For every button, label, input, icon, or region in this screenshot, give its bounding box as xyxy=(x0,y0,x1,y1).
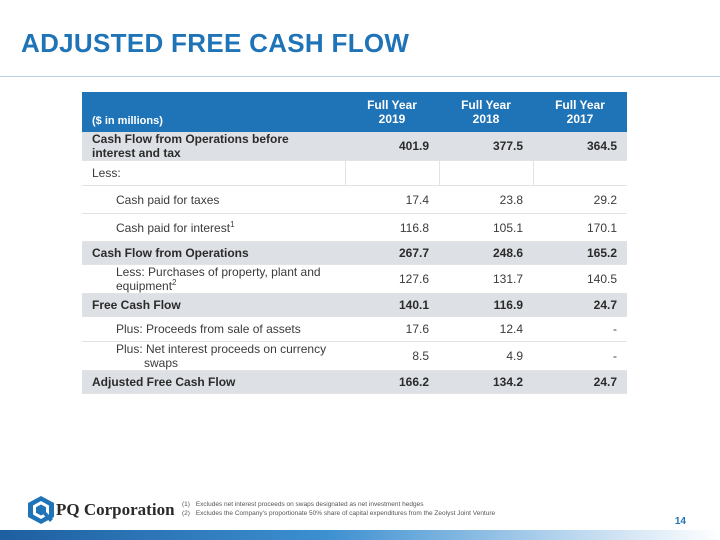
row-label: Less: xyxy=(82,160,345,186)
footnote-number: (2) xyxy=(182,510,190,517)
title-divider xyxy=(0,76,720,77)
row-value xyxy=(344,160,439,186)
row-value: 165.2 xyxy=(533,241,627,265)
row-value: 248.6 xyxy=(439,241,533,265)
row-value: 23.8 xyxy=(439,185,533,214)
column-header-line1: Full Year xyxy=(461,98,511,112)
table-row: Less: Purchases of property, plant and e… xyxy=(82,264,627,294)
column-header-2018: Full Year 2018 xyxy=(439,92,533,132)
table-row: Cash paid for interest1 116.8 105.1 170.… xyxy=(82,213,627,242)
row-value: - xyxy=(533,341,627,371)
column-header-2019: Full Year 2019 xyxy=(345,92,439,132)
column-header-year: 2019 xyxy=(378,112,406,126)
row-value: 105.1 xyxy=(439,213,533,242)
column-header-line1: Full Year xyxy=(555,98,605,112)
row-value: - xyxy=(533,316,627,342)
row-value: 364.5 xyxy=(533,132,627,161)
row-label: Cash paid for interest1 xyxy=(82,213,345,242)
row-value: 377.5 xyxy=(439,132,533,161)
table-row: Cash Flow from Operations before interes… xyxy=(82,132,627,161)
row-value: 8.5 xyxy=(345,341,439,371)
footnotes: (1) Excludes net interest proceeds on sw… xyxy=(182,500,495,518)
row-label-line1: Plus: Net interest proceeds on currency xyxy=(116,342,327,356)
cash-flow-table: ($ in millions) Full Year 2019 Full Year 2… xyxy=(82,92,627,394)
column-header-line1: Full Year xyxy=(367,98,417,112)
footnote-marker: 1 xyxy=(230,219,235,229)
table-row: Adjusted Free Cash Flow 166.2 134.2 24.7 xyxy=(82,370,627,394)
row-label: Cash Flow from Operations xyxy=(82,241,345,265)
row-value: 116.9 xyxy=(439,293,533,317)
units-label: ($ in millions) xyxy=(82,92,345,132)
footnote-text: Excludes net interest proceeds on swaps … xyxy=(195,501,424,508)
column-header-year: 2018 xyxy=(472,112,500,126)
row-value: 140.1 xyxy=(345,293,439,317)
row-value: 166.2 xyxy=(345,370,439,394)
row-value: 24.7 xyxy=(533,370,627,394)
row-label-line2: swaps xyxy=(144,356,179,370)
footnote-text: Excludes the Company's proportionate 50%… xyxy=(195,510,496,517)
row-value: 4.9 xyxy=(439,341,533,371)
row-label: Cash Flow from Operations before interes… xyxy=(82,132,345,161)
row-value: 134.2 xyxy=(439,370,533,394)
row-value: 17.6 xyxy=(345,316,439,342)
column-header-year: 2017 xyxy=(566,112,594,126)
row-value: 24.7 xyxy=(533,293,627,317)
row-value xyxy=(532,160,627,186)
row-label: Cash paid for taxes xyxy=(82,185,345,214)
table-header-row: ($ in millions) Full Year 2019 Full Year 2… xyxy=(82,92,627,132)
row-label: Free Cash Flow xyxy=(82,293,345,317)
table-row: Less: xyxy=(82,160,627,186)
row-label: Plus: Net interest proceeds on currency s… xyxy=(82,341,345,371)
row-value xyxy=(438,160,533,186)
footnote: (1) Excludes net interest proceeds on sw… xyxy=(182,500,495,509)
table-row: Plus: Net interest proceeds on currency s… xyxy=(82,341,627,371)
footnote: (2) Excludes the Company's proportionate… xyxy=(182,509,495,518)
row-label-text: Cash paid for interest xyxy=(116,220,231,235)
row-value: 401.9 xyxy=(345,132,439,161)
table-row: Cash Flow from Operations 267.7 248.6 16… xyxy=(82,241,627,265)
row-value: 170.1 xyxy=(533,213,627,242)
row-label: Adjusted Free Cash Flow xyxy=(82,370,345,394)
column-header-2017: Full Year 2017 xyxy=(533,92,627,132)
table-row: Plus: Proceeds from sale of assets 17.6 … xyxy=(82,316,627,342)
company-logo-text: PQ Corporation xyxy=(56,500,175,519)
row-label: Plus: Proceeds from sale of assets xyxy=(82,316,345,342)
row-value: 29.2 xyxy=(533,185,627,214)
row-value: 267.7 xyxy=(345,241,439,265)
row-value: 12.4 xyxy=(439,316,533,342)
page-number: 14 xyxy=(674,516,686,527)
footnote-marker: 2 xyxy=(172,278,177,287)
footnote-number: (1) xyxy=(182,501,190,508)
row-label: Less: Purchases of property, plant and e… xyxy=(82,264,345,294)
bottom-accent-band xyxy=(0,530,720,540)
row-value: 140.5 xyxy=(533,264,627,294)
row-value: 131.7 xyxy=(439,264,533,294)
table-row: Free Cash Flow 140.1 116.9 24.7 xyxy=(82,293,627,317)
row-value: 127.6 xyxy=(345,264,439,294)
row-value: 116.8 xyxy=(345,213,439,242)
row-value: 17.4 xyxy=(345,185,439,214)
row-label-text: Less: Purchases of property, plant and e… xyxy=(116,265,321,293)
table-row: Cash paid for taxes 17.4 23.8 29.2 xyxy=(82,185,627,214)
page-title: ADJUSTED FREE CASH FLOW xyxy=(21,28,410,58)
pq-logo-icon xyxy=(28,496,54,524)
